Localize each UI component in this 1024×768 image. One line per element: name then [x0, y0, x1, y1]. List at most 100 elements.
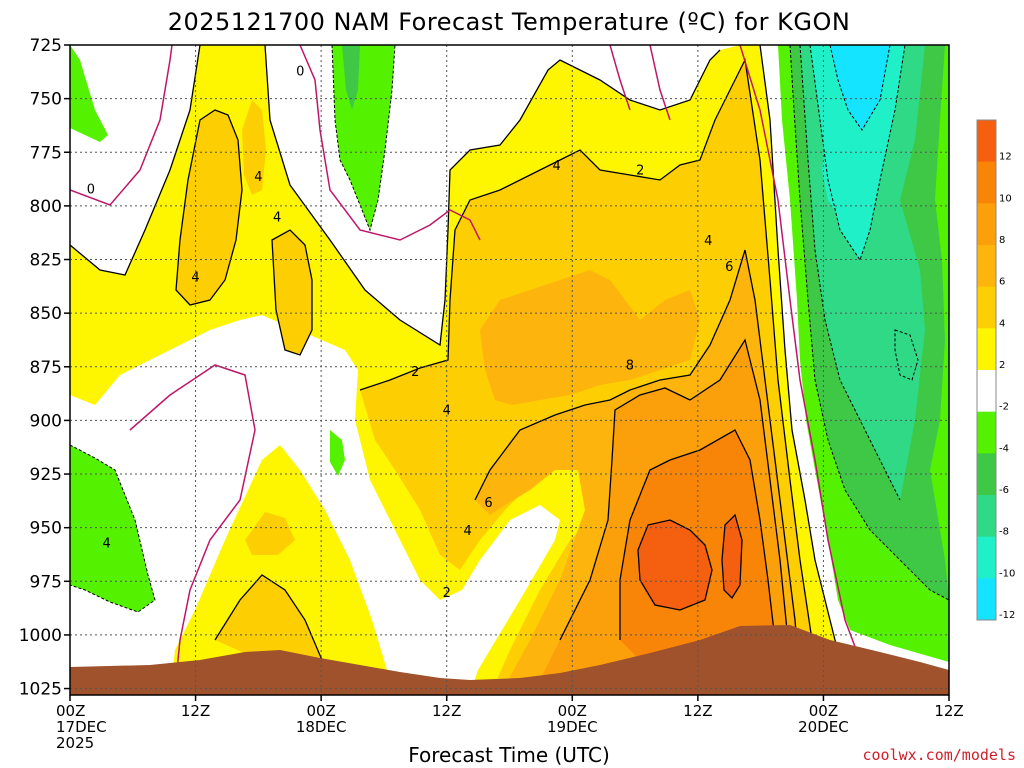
gridlines [70, 45, 949, 695]
colorbar-tick-label: 4 [999, 318, 1005, 329]
colorbar-tick-label: 6 [999, 277, 1005, 288]
x-axis-label: Forecast Time (UTC) [408, 743, 610, 767]
contour-warm-4 [359, 57, 816, 681]
colorbar-tick-label: 12 [999, 152, 1012, 163]
contour-neg-4 [829, 45, 891, 131]
colorbar: 12 10 8 6 4 2 -2 -4 -6 -8 -10 -12 [976, 119, 1015, 621]
y-tick-label: 975 [30, 572, 62, 592]
contour-label: 4 [443, 404, 451, 419]
contour-label: 2 [636, 163, 644, 178]
contour-label: 0 [87, 183, 95, 198]
colorbar-swatch [977, 578, 996, 621]
contour-zero-top [609, 45, 671, 121]
contour-warm-10 [619, 429, 776, 641]
y-axis: 725 750 775 800 825 850 875 900 925 950 975 1000 102… [19, 36, 70, 700]
contour-label: 8 [626, 359, 634, 374]
colorbar-tick-label: -6 [999, 485, 1009, 496]
region-cold-pocket [822, 140, 846, 215]
contour-neg-1 [789, 45, 949, 601]
region-mid-cold [330, 430, 345, 476]
x-tick-label: 18DEC [296, 718, 347, 736]
colorbar-tick-label: -10 [999, 568, 1015, 579]
x-tick-label: 12Z [181, 702, 210, 720]
contour-label: 6 [725, 260, 733, 275]
colorbar-tick-label: -12 [999, 610, 1015, 621]
colorbar-frame [976, 119, 997, 621]
contour-lines [70, 45, 841, 681]
colorbar-tick-label: -2 [999, 402, 1009, 413]
contour-label: 2 [443, 586, 451, 601]
contour-label: 4 [552, 159, 560, 174]
x-tick-label: 17DEC [56, 718, 107, 736]
y-tick-label: 875 [30, 358, 62, 378]
x-tick-label: 12Z [432, 702, 461, 720]
region-warm-4-c [272, 230, 312, 355]
chart-title: 2025121700 NAM Forecast Temperature (ºC)… [168, 8, 851, 36]
credit-text: coolwx.com/models [862, 746, 1016, 764]
region-warm-4-d [245, 512, 295, 555]
colorbar-swatch [977, 328, 996, 371]
y-tick-label: 850 [30, 304, 62, 324]
region-left-cold-low [70, 445, 155, 612]
colorbar-swatch [977, 161, 996, 204]
plot-frame [69, 44, 950, 696]
colorbar-swatch [977, 453, 996, 496]
contour-neg-6 [70, 444, 156, 613]
contour-neg-3 [809, 45, 906, 262]
colorbar-swatch [977, 411, 996, 454]
colorbar-swatch [977, 495, 996, 538]
colorbar-tick-label: 10 [999, 193, 1012, 204]
contour-label: 4 [102, 537, 110, 552]
region-warm-6-b [480, 270, 700, 405]
y-tick-label: 1000 [19, 626, 62, 646]
region-warm-4-b [242, 100, 266, 195]
contour-label: 2 [411, 365, 419, 380]
terrain [70, 625, 949, 695]
region-warm-12 [638, 520, 712, 610]
colorbar-tick-label: 8 [999, 235, 1005, 246]
y-tick-label: 725 [30, 36, 62, 56]
contour-zero-mid [299, 45, 481, 241]
negative-contours [70, 45, 949, 613]
x-tick-label: 19DEC [547, 718, 598, 736]
contour-label: 6 [484, 496, 492, 511]
contour-neg-7 [894, 329, 919, 381]
x-tick-label: 12Z [683, 702, 712, 720]
contour-label: 0 [296, 65, 304, 80]
region-upper-cold-inner [342, 45, 360, 110]
contour-label: 4 [464, 524, 472, 539]
region-cold-minus12 [830, 45, 890, 130]
temperature-field [70, 45, 949, 695]
region-warm-12-b [722, 515, 742, 598]
colorbar-swatch [977, 370, 996, 413]
contour-label: 4 [254, 170, 262, 185]
x-tick-label: 00Z [558, 702, 587, 720]
x-tick-label: 00Z [306, 702, 335, 720]
contour-neg-2 [799, 45, 901, 501]
contour-label: 4 [704, 234, 712, 249]
y-tick-label: 950 [30, 519, 62, 539]
contour-label: 4 [273, 211, 281, 226]
region-left-cold-top [70, 45, 108, 142]
colorbar-swatch [977, 245, 996, 288]
y-tick-label: 925 [30, 465, 62, 485]
y-tick-label: 900 [30, 411, 62, 431]
y-tick-label: 750 [30, 90, 62, 110]
contour-neg-5 [331, 45, 396, 232]
freezing-lines [70, 45, 861, 691]
contour-label: 4 [191, 271, 199, 286]
contour-warm-4-left [175, 109, 323, 661]
colorbar-swatch [977, 203, 996, 246]
x-tick-label: 00Z [56, 702, 85, 720]
y-tick-label: 775 [30, 143, 62, 163]
colorbar-tick-label: -8 [999, 527, 1009, 538]
y-tick-label: 1025 [19, 680, 62, 700]
contour-zero-right [739, 45, 861, 661]
contour-warm-6 [474, 249, 801, 681]
contour-zero-low [129, 364, 256, 691]
x-tick-label: 2025 [56, 734, 94, 752]
x-tick-label: 20DEC [798, 718, 849, 736]
